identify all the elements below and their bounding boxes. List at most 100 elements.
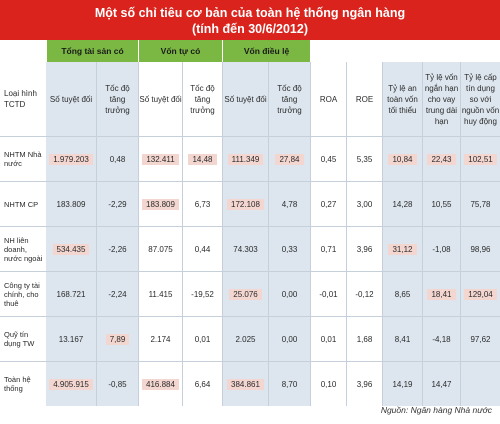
col-header-credit-ratio: Tỷ lệ cấp tín dụng so với nguồn vốn huy … bbox=[460, 62, 500, 136]
cell-value: 25.076 bbox=[229, 288, 262, 300]
col-header-charter-growth: Tốc độ tăng trưởng bbox=[268, 62, 310, 136]
cell-value: 75,78 bbox=[470, 199, 491, 209]
group-total-assets: Tổng tài sản có bbox=[46, 40, 138, 62]
col-header-type: Loại hình TCTD bbox=[4, 89, 37, 109]
cell-value: 98,96 bbox=[470, 244, 491, 254]
table-row: Công ty tài chính, cho thuê 168.721 -2,2… bbox=[0, 271, 500, 316]
cell-value: -0,85 bbox=[108, 379, 127, 389]
table-row: Quỹ tín dụng TW 13.167 7,89 2.174 0,01 2… bbox=[0, 316, 500, 361]
cell-value: 172.108 bbox=[227, 198, 264, 210]
cell-value: -2,24 bbox=[108, 289, 127, 299]
cell-value: 0,00 bbox=[281, 334, 298, 344]
cell-value: 10,55 bbox=[431, 199, 452, 209]
cell-value: 3,00 bbox=[356, 199, 373, 209]
cell-value: 6,64 bbox=[194, 379, 211, 389]
group-header-row: Tổng tài sản có Vốn tự có Vốn điều lệ bbox=[0, 40, 500, 62]
source-note: Nguồn: Ngân hàng Nhà nước bbox=[380, 405, 492, 415]
cell-value: 0,00 bbox=[281, 289, 298, 299]
cell-value: 0,71 bbox=[320, 244, 337, 254]
cell-value: -4,18 bbox=[432, 334, 451, 344]
cell-value: 0,45 bbox=[320, 154, 337, 164]
cell-value: 14,19 bbox=[392, 379, 413, 389]
title-banner: Một số chỉ tiêu cơ bản của toàn hệ thống… bbox=[0, 0, 500, 40]
row-label: Quỹ tín dụng TW bbox=[0, 316, 46, 361]
cell-value: 10,84 bbox=[388, 153, 417, 165]
row-label: Công ty tài chính, cho thuê bbox=[0, 271, 46, 316]
indicator-table: Tổng tài sản có Vốn tự có Vốn điều lệ Lo… bbox=[0, 40, 500, 406]
cell-value: 129,04 bbox=[464, 288, 497, 300]
cell-value: 27,84 bbox=[275, 153, 304, 165]
cell-value: 7,89 bbox=[105, 333, 130, 345]
cell-value: 183.809 bbox=[142, 198, 179, 210]
cell-value: 0,27 bbox=[320, 199, 337, 209]
cell-value: 1,68 bbox=[356, 334, 373, 344]
cell-value: 0,01 bbox=[320, 334, 337, 344]
col-header-charter-abs: Số tuyệt đối bbox=[222, 62, 268, 136]
cell-value: 8,70 bbox=[281, 379, 298, 389]
cell-value: 22,43 bbox=[427, 153, 456, 165]
cell-value: -1,08 bbox=[432, 244, 451, 254]
cell-value: -0,12 bbox=[355, 289, 374, 299]
cell-value: 5,35 bbox=[356, 154, 373, 164]
cell-value: 534.435 bbox=[52, 243, 90, 255]
cell-value: 4.905.915 bbox=[49, 378, 93, 390]
cell-value: 8,41 bbox=[394, 334, 411, 344]
row-label: Toàn hệ thống bbox=[0, 361, 46, 406]
cell-value: 2.174 bbox=[150, 334, 171, 344]
row-label: NHTM CP bbox=[0, 181, 46, 226]
cell-value: 0,44 bbox=[194, 244, 211, 254]
cell-value: 14,48 bbox=[188, 153, 217, 165]
row-label: NHTM Nhà nước bbox=[0, 136, 46, 181]
col-header-assets-abs: Số tuyệt đối bbox=[46, 62, 96, 136]
cell-value: 6,73 bbox=[194, 199, 211, 209]
cell-value: 11.415 bbox=[148, 289, 173, 299]
cell-value: 168.721 bbox=[56, 289, 86, 299]
cell-value: 183.809 bbox=[56, 199, 86, 209]
col-header-roe: ROE bbox=[346, 62, 382, 136]
group-own-capital: Vốn tự có bbox=[138, 40, 222, 62]
cell-value: -2,26 bbox=[108, 244, 127, 254]
cell-value: 8,65 bbox=[394, 289, 411, 299]
col-header-car: Tỷ lệ an toàn vốn tối thiểu bbox=[382, 62, 422, 136]
cell-value: 74.303 bbox=[233, 244, 258, 254]
cell-value: 14,47 bbox=[431, 379, 452, 389]
cell-value: 87.075 bbox=[148, 244, 173, 254]
cell-value: 18,41 bbox=[427, 288, 456, 300]
cell-value: 111.349 bbox=[227, 153, 264, 165]
cell-value: 31,12 bbox=[388, 243, 417, 255]
cell-value: 0,48 bbox=[109, 154, 126, 164]
title-line-1: Một số chỉ tiêu cơ bản của toàn hệ thống… bbox=[94, 6, 406, 20]
cell-value: 2.025 bbox=[235, 334, 256, 344]
cell-value: 0,10 bbox=[320, 379, 337, 389]
col-header-owncap-growth: Tốc độ tăng trưởng bbox=[182, 62, 222, 136]
table-row: NHTM CP 183.809 -2,29 183.809 6,73 172.1… bbox=[0, 181, 500, 226]
cell-value: 4,78 bbox=[281, 199, 298, 209]
cell-value: 14,28 bbox=[392, 199, 413, 209]
col-header-assets-growth: Tốc độ tăng trưởng bbox=[96, 62, 138, 136]
cell-value: 97,62 bbox=[470, 334, 491, 344]
cell-value: -0,01 bbox=[319, 289, 338, 299]
indicator-table-wrapper: Tổng tài sản có Vốn tự có Vốn điều lệ Lo… bbox=[0, 40, 500, 406]
table-row: NH liên doanh, nước ngoài 534.435 -2,26 … bbox=[0, 226, 500, 271]
col-header-roa: ROA bbox=[310, 62, 346, 136]
cell-value: 132.411 bbox=[142, 153, 179, 165]
cell-value: 1.979.203 bbox=[49, 153, 93, 165]
table-row: NHTM Nhà nước 1.979.203 0,48 132.411 14,… bbox=[0, 136, 500, 181]
column-header-row: Loại hình TCTD Số tuyệt đối Tốc độ tăng … bbox=[0, 62, 500, 136]
cell-value: 13.167 bbox=[58, 334, 84, 344]
cell-value: -19,52 bbox=[191, 289, 214, 299]
cell-value: 3,96 bbox=[356, 244, 373, 254]
cell-value: -2,29 bbox=[108, 199, 127, 209]
title-line-2: (tính đến 30/6/2012) bbox=[191, 22, 308, 36]
group-charter-capital: Vốn điều lệ bbox=[222, 40, 310, 62]
row-label: NH liên doanh, nước ngoài bbox=[0, 226, 46, 271]
cell-value: 0,01 bbox=[194, 334, 211, 344]
cell-value: 3,96 bbox=[356, 379, 373, 389]
table-row: Toàn hệ thống 4.905.915 -0,85 416.884 6,… bbox=[0, 361, 500, 406]
col-header-owncap-abs: Số tuyệt đối bbox=[138, 62, 182, 136]
cell-value: 102,51 bbox=[464, 153, 497, 165]
cell-value: 384.861 bbox=[227, 378, 264, 390]
cell-value: 416.884 bbox=[142, 378, 179, 390]
col-header-short-term-ratio: Tỷ lệ vốn ngắn hạn cho vay trung dài hạn bbox=[422, 62, 460, 136]
cell-value: 0,33 bbox=[281, 244, 298, 254]
